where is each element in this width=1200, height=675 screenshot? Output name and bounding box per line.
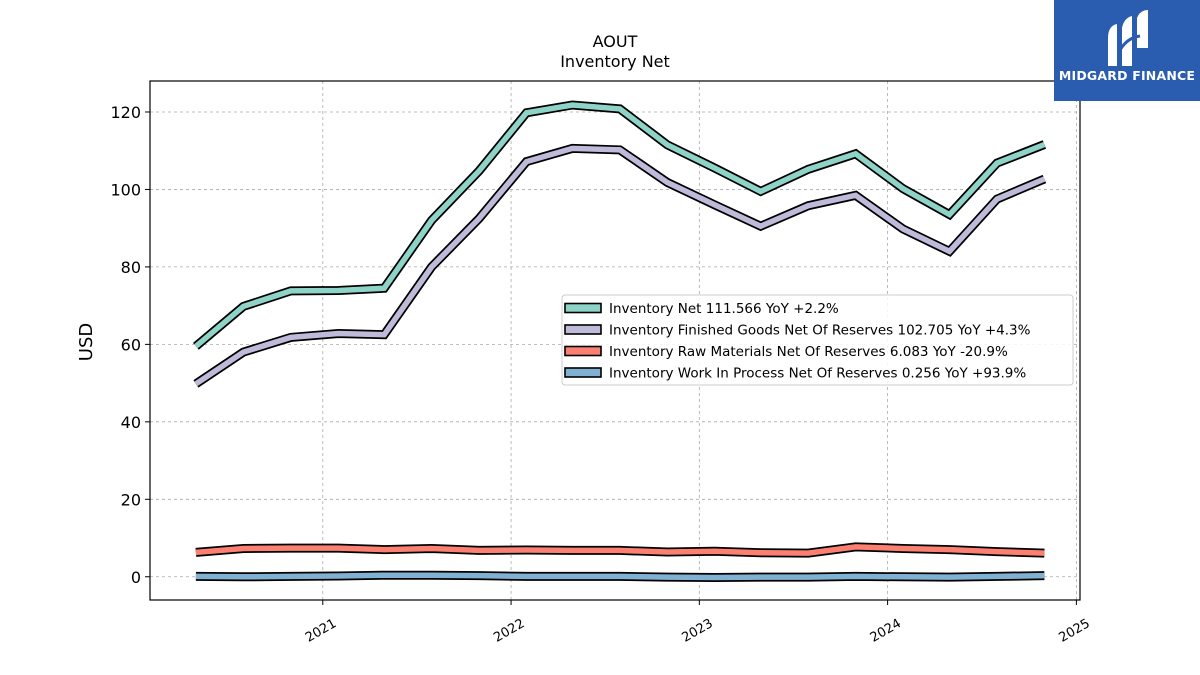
- midgard-logo-icon: [1108, 10, 1148, 66]
- legend-item: Inventory Net 111.566 YoY +2.2%: [564, 301, 839, 317]
- y-tick-label: 120: [110, 103, 141, 122]
- y-tick-label: 60: [121, 335, 141, 354]
- series-stroke: [195, 544, 1045, 556]
- series-stroke: [195, 572, 1045, 581]
- series-stroke: [194, 102, 1046, 349]
- series-line: [195, 542, 1045, 558]
- legend-item: Inventory Raw Materials Net Of Reserves …: [564, 344, 1008, 360]
- legend: Inventory Net 111.566 YoY +2.2% Inventory…: [561, 294, 1074, 386]
- x-tick-label: 2023: [680, 616, 716, 646]
- legend-swatch: [564, 302, 602, 314]
- x-tick-label: 2021: [303, 616, 339, 646]
- y-tick-label: 100: [110, 180, 141, 199]
- x-tick-label: 2025: [1057, 616, 1093, 646]
- plot-frame: [149, 80, 1081, 601]
- y-axis-label: USD: [76, 323, 97, 361]
- legend-box: [561, 294, 1074, 386]
- series-stroke: [194, 145, 1046, 387]
- chart-subtitle: Inventory Net: [560, 52, 670, 71]
- series-line: [195, 570, 1045, 583]
- legend-label: Inventory Raw Materials Net Of Reserves …: [609, 344, 1008, 360]
- y-tick-label: 80: [121, 258, 141, 277]
- legend-item: Inventory Finished Goods Net Of Reserves…: [564, 323, 1031, 339]
- x-tick-label: 2024: [868, 616, 904, 646]
- brand-logo: MIDGARD FINANCE: [1054, 0, 1200, 101]
- series-line: [193, 100, 1047, 350]
- legend-label: Inventory Finished Goods Net Of Reserves…: [609, 323, 1031, 339]
- legend-label: Inventory Work In Process Net Of Reserve…: [609, 366, 1026, 382]
- legend-swatch: [564, 367, 602, 378]
- legend-item: Inventory Work In Process Net Of Reserve…: [564, 366, 1026, 382]
- series-lines: [193, 100, 1047, 583]
- legend-swatch: [564, 324, 602, 335]
- legend-swatch: [564, 345, 602, 357]
- legend-label: Inventory Net 111.566 YoY +2.2%: [609, 301, 839, 317]
- x-tick-label: 2022: [491, 616, 527, 646]
- y-tick-label: 20: [121, 490, 141, 509]
- y-tick-label: 0: [131, 568, 141, 587]
- series-line: [193, 143, 1047, 388]
- chart-title: AOUT: [593, 32, 638, 51]
- brand-name: MIDGARD FINANCE: [1058, 68, 1196, 83]
- y-tick-label: 40: [121, 413, 141, 432]
